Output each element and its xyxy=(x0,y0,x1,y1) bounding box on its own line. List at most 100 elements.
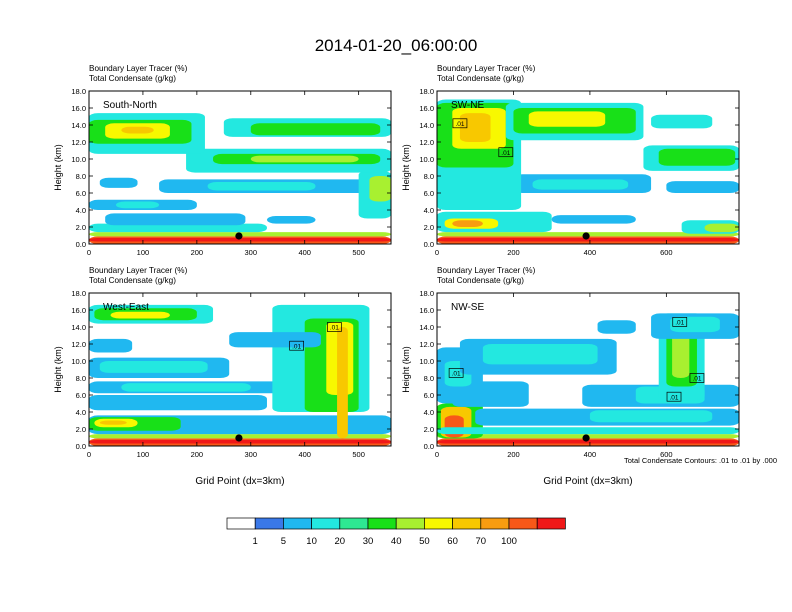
panel-south-north-ytick-label-1: 2.0 xyxy=(76,223,86,232)
panel-south-north-tracer-region-20 xyxy=(121,126,154,134)
panel-sw-ne-contour-label-1: .01 xyxy=(455,121,464,128)
panel-nw-se-tracer-region-22 xyxy=(597,320,636,334)
panel-nw-se-ylabel: Height (km) xyxy=(401,346,411,393)
panel-south-north-ytick-label-7: 14.0 xyxy=(71,121,86,130)
panel-south-north-tracer-region-7 xyxy=(115,201,160,209)
panel-south-north-subtitle-2: Total Condensate (g/kg) xyxy=(89,74,176,83)
panel-south-north-tracer-region-10 xyxy=(207,181,316,191)
panel-west-east-tracer-region-10 xyxy=(121,383,251,392)
panel-nw-se-ytick-label-8: 16.0 xyxy=(419,306,434,315)
panel-sw-ne-tracer-region-13 xyxy=(666,181,739,193)
panel-south-north-tracer-region-12 xyxy=(369,176,391,202)
panel-south-north-ytick-label-3: 6.0 xyxy=(76,189,86,198)
colorbar-box-8 xyxy=(424,517,453,530)
panel-west-east-ytick-label-5: 10.0 xyxy=(71,357,86,366)
colorbar-label-70: 70 xyxy=(476,536,487,547)
panel-west-east-ytick-label-2: 4.0 xyxy=(76,408,86,417)
panel-south-north-ytick-label-8: 16.0 xyxy=(71,104,86,113)
panel-west-east-tracer-region-16 xyxy=(337,327,348,439)
panel-south-north-ylabel: Height (km) xyxy=(53,144,63,191)
panel-sw-ne-xtick-label-1: 200 xyxy=(507,248,520,257)
colorbar-label-10: 10 xyxy=(306,536,317,547)
panel-nw-se-frame xyxy=(436,292,740,447)
panel-sw-ne-ytick-label-0: 0.0 xyxy=(424,240,434,249)
panel-nw-se-tracer-region-6 xyxy=(444,415,464,438)
panel-south-north-subtitle-1: Boundary Layer Tracer (%) xyxy=(89,64,188,73)
panel-nw-se-xtick-label-0: 0 xyxy=(435,450,439,459)
panel-west-east-xtick-label-3: 300 xyxy=(245,450,258,459)
panel-nw-se-contour-label-3: .01 xyxy=(692,376,701,383)
panel-west-east-xlabel: Grid Point (dx=3km) xyxy=(195,476,284,487)
panel-sw-ne-tracer-region-15 xyxy=(658,148,736,166)
panel-nw-se-tracer-region-16 xyxy=(482,344,598,365)
panel-west-east-contour-label-box-1 xyxy=(327,322,342,332)
panel-sw-ne-tracer-region-19 xyxy=(459,113,491,142)
panel-nw-se-contour-label-box-2 xyxy=(672,317,688,327)
panel-sw-ne-subtitle-1: Boundary Layer Tracer (%) xyxy=(437,64,536,73)
panel-south-north-xtick-label-3: 300 xyxy=(245,248,258,257)
panel-nw-se-contour-label-box-3 xyxy=(689,373,705,383)
panel-nw-se: Boundary Layer Tracer (%)Total Condensat… xyxy=(401,266,740,487)
panel-south-north-ytick-label-6: 12.0 xyxy=(71,138,86,147)
panel-nw-se-xtick-label-3: 600 xyxy=(660,450,673,459)
panel-south-north-tracer-region-4 xyxy=(89,223,267,233)
panel-sw-ne-contour-label-2: .01 xyxy=(501,150,510,157)
colorbar-box-9 xyxy=(452,517,482,530)
panel-nw-se-location-marker xyxy=(582,434,590,442)
panel-sw-ne-ylabel: Height (km) xyxy=(401,144,411,191)
colorbar-label-40: 40 xyxy=(391,536,402,547)
panel-nw-se-subtitle-1: Boundary Layer Tracer (%) xyxy=(437,266,536,275)
panel-nw-se-tracer-region-21 xyxy=(670,316,720,333)
panel-sw-ne-xtick-label-2: 400 xyxy=(584,248,597,257)
panel-nw-se-xtick-label-1: 200 xyxy=(507,450,520,459)
panel-south-north-ytick-label-2: 4.0 xyxy=(76,206,86,215)
panel-west-east-xtick-label-1: 100 xyxy=(137,450,150,459)
panel-nw-se-ytick-label-5: 10.0 xyxy=(419,357,434,366)
panel-nw-se-ytick-label-7: 14.0 xyxy=(419,323,434,332)
panel-nw-se-contour-label-4: .01 xyxy=(669,394,678,401)
panel-west-east-xtick-label-5: 500 xyxy=(352,450,365,459)
panel-sw-ne-ytick-label-4: 8.0 xyxy=(424,172,434,181)
panel-nw-se-ytick-label-4: 8.0 xyxy=(424,374,434,383)
colorbar-label-50: 50 xyxy=(419,536,430,547)
panel-nw-se-ytick-label-2: 4.0 xyxy=(424,408,434,417)
panel-sw-ne-xtick-label-3: 600 xyxy=(660,248,673,257)
panel-nw-se-ytick-label-1: 2.0 xyxy=(424,425,434,434)
panel-nw-se-ytick-label-6: 12.0 xyxy=(419,340,434,349)
panel-west-east-ytick-label-9: 18.0 xyxy=(71,289,86,298)
colorbar-label-5: 5 xyxy=(281,536,286,547)
colorbar-label-60: 60 xyxy=(447,536,458,547)
panel-nw-se-tracer-region-7 xyxy=(437,427,739,435)
panel-south-north-tracer-region-16 xyxy=(250,155,359,163)
panel-south-north-frame xyxy=(88,90,392,245)
panel-south-north-ytick-label-9: 18.0 xyxy=(71,87,86,96)
colorbar-box-7 xyxy=(395,517,425,530)
panel-sw-ne-xtick-label-0: 0 xyxy=(435,248,439,257)
panel-west-east-subtitle-2: Total Condensate (g/kg) xyxy=(89,276,176,285)
colorbar-box-12 xyxy=(536,517,566,530)
figure-title: 2014-01-20_06:00:00 xyxy=(315,36,478,55)
panel-nw-se-ytick-label-3: 6.0 xyxy=(424,391,434,400)
panel-sw-ne-tracer-region-12 xyxy=(532,179,629,190)
panel-sw-ne-location-marker xyxy=(582,232,590,240)
panel-west-east-contour-label-1: .01 xyxy=(330,325,339,332)
panel-south-north-title: South-North xyxy=(103,100,157,111)
panel-south-north-xtick-label-1: 100 xyxy=(137,248,150,257)
panel-sw-ne-tracer-region-2 xyxy=(437,238,739,242)
panel-nw-se-contour-label-1: .01 xyxy=(452,371,461,378)
panel-nw-se-ytick-label-9: 18.0 xyxy=(419,289,434,298)
panel-west-east-tracer-region-21 xyxy=(89,338,133,353)
colorbar-label-100: 100 xyxy=(501,536,517,547)
panel-sw-ne-ytick-label-5: 10.0 xyxy=(419,155,434,164)
panel-sw-ne: Boundary Layer Tracer (%)Total Condensat… xyxy=(401,64,740,257)
panel-west-east-tracer-region-8 xyxy=(89,395,267,411)
panel-nw-se-contour-label-box-1 xyxy=(448,368,464,378)
panel-west-east-tracer-region-2 xyxy=(89,440,391,444)
contour-footer-note: Total Condensate Contours: .01 to .01 by… xyxy=(624,456,777,465)
panel-west-east-ytick-label-4: 8.0 xyxy=(76,374,86,383)
colorbar-box-11 xyxy=(508,517,538,530)
panel-west-east-tracer-region-17 xyxy=(229,332,321,348)
colorbar-box-4 xyxy=(311,517,341,530)
panel-nw-se-tracer-region-2 xyxy=(437,440,739,444)
panel-south-north-xtick-label-4: 400 xyxy=(298,248,311,257)
